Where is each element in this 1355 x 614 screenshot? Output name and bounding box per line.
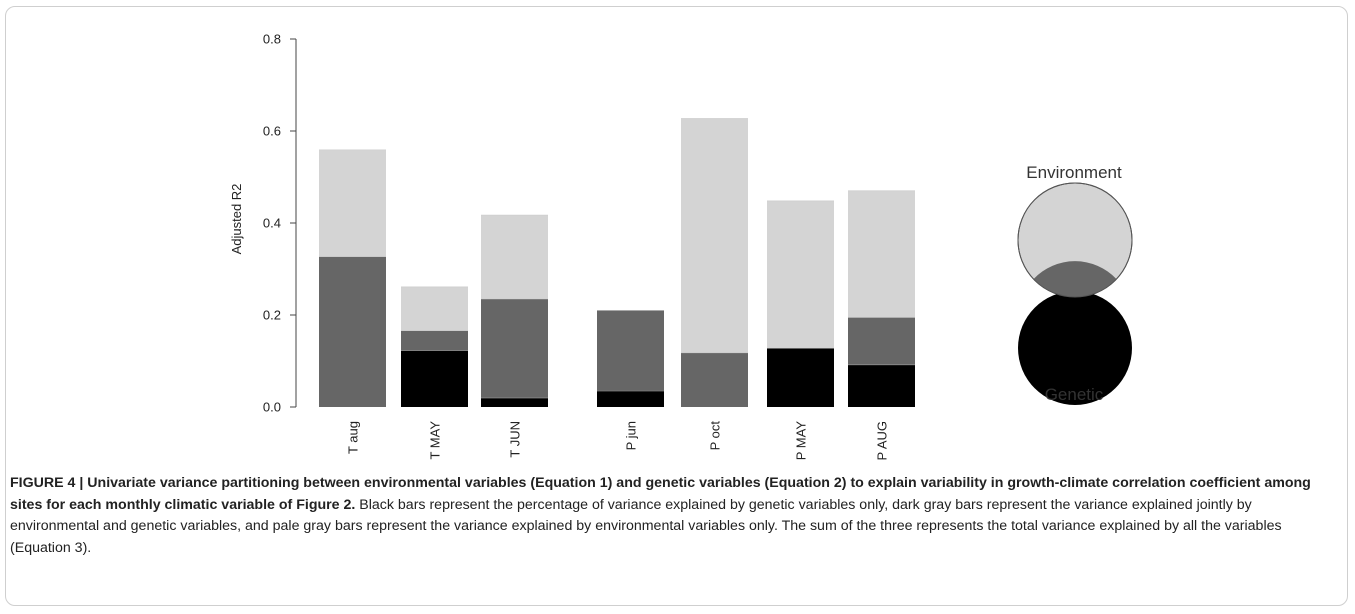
stacked-bar-chart: 0.00.20.40.60.8 Adjusted R2 T aug T MAY T …	[229, 32, 1133, 461]
bar-segment	[401, 286, 468, 331]
bar-segment	[597, 310, 664, 391]
figure-frame	[5, 6, 1348, 606]
y-tick-label: 0.2	[263, 308, 281, 323]
y-tick-label: 0.8	[263, 32, 281, 47]
bar-segment	[767, 348, 834, 407]
x-tick-label: P MAY	[794, 421, 809, 461]
legend-overlap	[1033, 261, 1117, 298]
x-tick-label: T JUN	[508, 421, 523, 458]
x-tick-label: P jun	[624, 421, 639, 450]
x-tick-label: T MAY	[428, 421, 443, 460]
x-tick-label: P AUG	[875, 421, 890, 461]
legend-environment-label: Environment	[1026, 163, 1122, 182]
bar-segment	[319, 149, 386, 257]
bars-layer	[319, 118, 915, 407]
bar-segment	[481, 397, 548, 407]
bar-segment	[481, 215, 548, 299]
bar-segment	[767, 200, 834, 349]
caption-text: Black bars represent the percentage of v…	[10, 496, 1282, 556]
legend-environment-outline	[1017, 182, 1133, 298]
legend-genetic-circle	[1018, 291, 1132, 405]
y-axis-label: Adjusted R2	[229, 184, 244, 255]
bar-segment	[681, 352, 748, 407]
venn-legend: Environment Genetic	[1017, 163, 1133, 405]
x-tick-label: P oct	[708, 421, 723, 451]
caption-bold: FIGURE 4 | Univariate variance partition…	[10, 475, 1311, 513]
bar-segment	[681, 118, 748, 353]
y-tick-label: 0.6	[263, 124, 281, 139]
bar-segment	[848, 317, 915, 365]
x-tick-label: T aug	[346, 421, 361, 454]
x-tick-labels: T aug T MAY T JUN P jun P oct P MAY P AUG	[346, 421, 890, 461]
y-tick-label: 0.0	[263, 400, 281, 415]
figure-caption: FIGURE 4 | Univariate variance partition…	[10, 473, 1332, 559]
bar-segment	[848, 190, 915, 318]
bar-segment	[848, 364, 915, 407]
bar-segment	[401, 350, 468, 407]
legend-genetic-label: Genetic	[1045, 385, 1104, 404]
bar-segment	[597, 390, 664, 407]
bar-segment	[319, 256, 386, 407]
y-axis: 0.0 0.2 0.4 0.6 0.8	[263, 32, 297, 415]
bar-segment	[481, 298, 548, 398]
y-tick-label: 0.4	[263, 216, 281, 231]
bar-segment	[401, 330, 468, 351]
